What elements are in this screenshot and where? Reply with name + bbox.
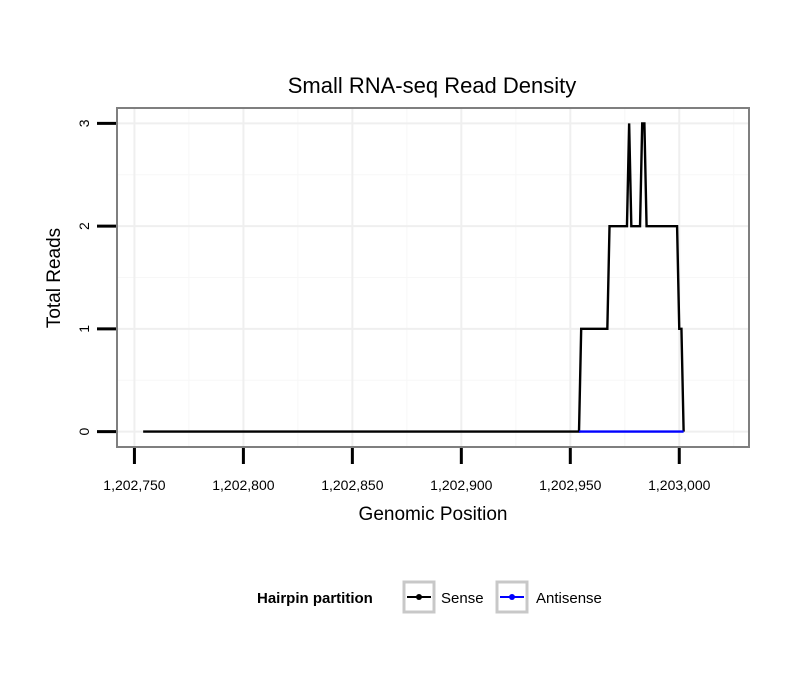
legend-title: Hairpin partition: [257, 590, 373, 607]
x-tick-label: 1,202,900: [430, 477, 492, 493]
plot-series: [143, 122, 685, 433]
y-tick-label: 1: [76, 325, 92, 333]
y-tick-label: 0: [76, 427, 92, 435]
chart-title: Small RNA-seq Read Density: [288, 73, 577, 98]
y-axis: 0 1 2 3: [76, 119, 116, 435]
y-tick-label: 3: [76, 119, 92, 127]
x-tick-label: 1,202,750: [103, 477, 165, 493]
legend-label-sense: Sense: [441, 590, 484, 607]
x-tick-label: 1,202,850: [321, 477, 383, 493]
x-tick-label: 1,203,000: [648, 477, 710, 493]
plot-panel-border: [116, 107, 750, 448]
legend: Hairpin partition Sense Antisense: [257, 580, 602, 614]
legend-key-sense-point: [416, 594, 422, 600]
legend-key-antisense-point: [509, 594, 515, 600]
plot-grid: [117, 108, 749, 447]
legend-label-antisense: Antisense: [536, 590, 602, 607]
x-axis: 1,202,750 1,202,800 1,202,850 1,202,900 1,20…: [103, 448, 711, 493]
y-axis-title: Total Reads: [44, 228, 65, 328]
series-line-sense: [143, 122, 685, 433]
x-axis-title: Genomic Position: [359, 504, 508, 525]
x-tick-label: 1,202,950: [539, 477, 601, 493]
y-tick-label: 2: [76, 222, 92, 230]
x-tick-label: 1,202,800: [212, 477, 274, 493]
